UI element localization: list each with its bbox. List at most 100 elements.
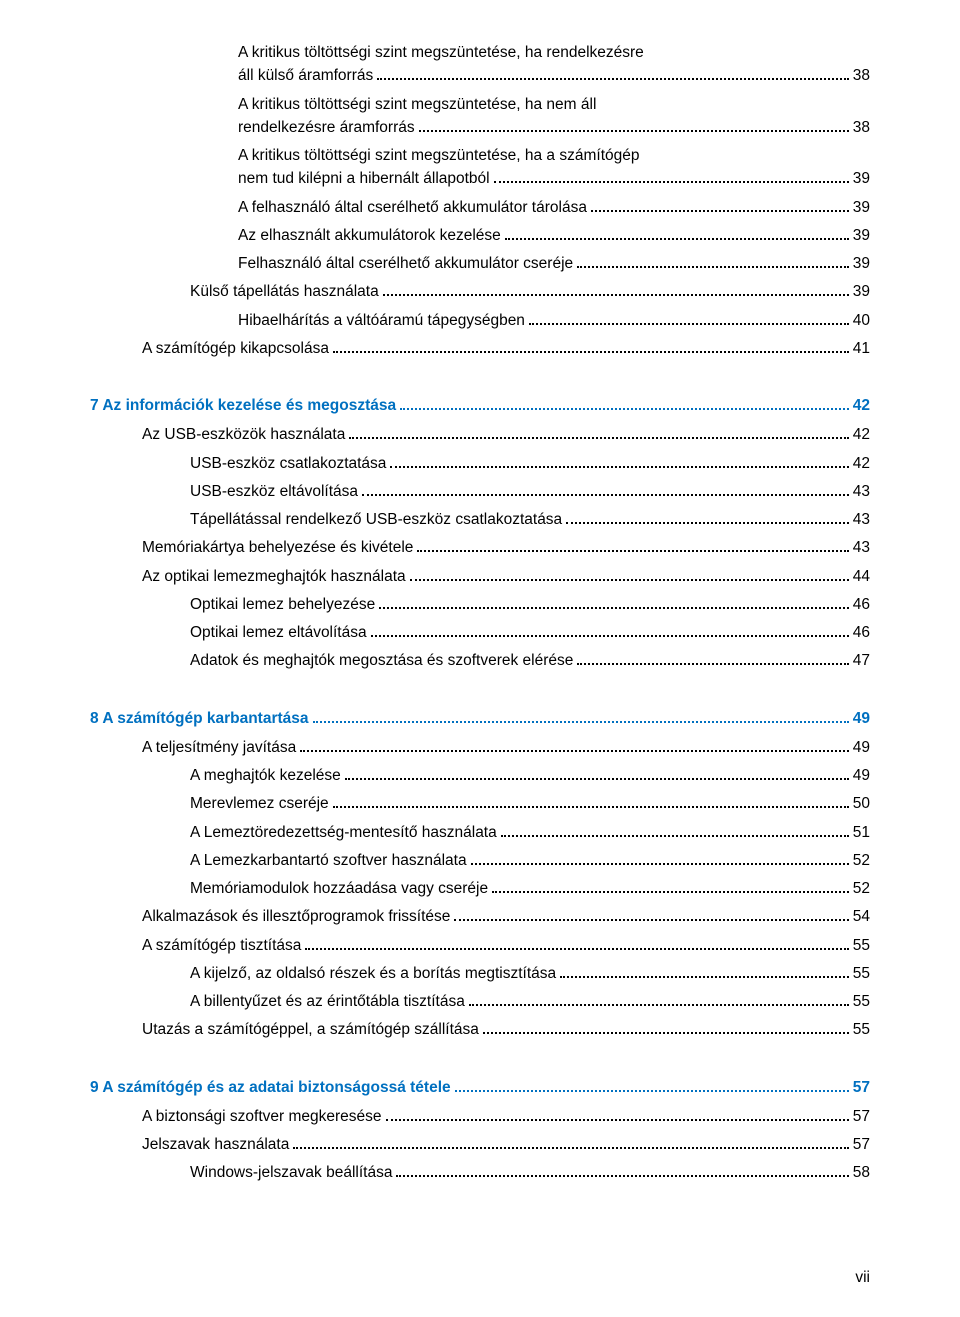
toc-entry-page: 57	[853, 1105, 870, 1128]
toc-entry[interactable]: A kritikus töltöttségi szint megszünteté…	[90, 93, 870, 140]
toc-leader-dots	[349, 437, 848, 439]
toc-entry-label: Memóriakártya behelyezése és kivétele	[142, 536, 413, 559]
toc-entry[interactable]: A teljesítmény javítása 49	[90, 736, 870, 759]
toc-entry-label: A számítógép tisztítása	[142, 934, 301, 957]
toc-entry[interactable]: Optikai lemez behelyezése46	[90, 593, 870, 616]
toc-entry-label: 7 Az információk kezelése és megosztása	[90, 394, 396, 417]
toc-entry-page: 39	[853, 252, 870, 275]
toc-entry-label: Windows-jelszavak beállítása	[190, 1161, 392, 1184]
toc-entry-page: 51	[853, 821, 870, 844]
toc-entry-page: 58	[853, 1161, 870, 1184]
toc-entry-label: Hibaelhárítás a váltóáramú tápegységben	[238, 309, 525, 332]
toc-entry-page: 41	[853, 337, 870, 360]
toc-leader-dots	[410, 579, 849, 581]
toc-entry[interactable]: A billentyűzet és az érintőtábla tisztít…	[90, 990, 870, 1013]
toc-entry-label: A meghajtók kezelése	[190, 764, 341, 787]
toc-heading[interactable]: 7 Az információk kezelése és megosztása4…	[90, 394, 870, 417]
toc-entry[interactable]: A kritikus töltöttségi szint megszünteté…	[90, 41, 870, 88]
toc-entry-label: Memóriamodulok hozzáadása vagy cseréje	[190, 877, 488, 900]
toc-entry[interactable]: A kritikus töltöttségi szint megszünteté…	[90, 144, 870, 191]
toc-entry[interactable]: A biztonsági szoftver megkeresése57	[90, 1105, 870, 1128]
toc-leader-dots	[591, 210, 849, 212]
toc-entry-label: A kritikus töltöttségi szint megszünteté…	[238, 93, 870, 140]
toc-entry[interactable]: Az USB-eszközök használata 42	[90, 423, 870, 446]
toc-entry[interactable]: Tápellátással rendelkező USB-eszköz csat…	[90, 508, 870, 531]
toc-entry-label: Merevlemez cseréje	[190, 792, 329, 815]
toc-entry[interactable]: Alkalmazások és illesztőprogramok frissí…	[90, 905, 870, 928]
toc-entry-page: 49	[853, 764, 870, 787]
toc-entry[interactable]: Windows-jelszavak beállítása 58	[90, 1161, 870, 1184]
toc-entry-page: 40	[853, 309, 870, 332]
toc-entry[interactable]: Memóriamodulok hozzáadása vagy cseréje52	[90, 877, 870, 900]
toc-entry[interactable]: Adatok és meghajtók megosztása és szoftv…	[90, 649, 870, 672]
toc-leader-dots	[469, 1004, 849, 1006]
toc-leader-dots	[345, 778, 849, 780]
toc-leader-dots	[313, 721, 849, 723]
toc-entry-page: 55	[853, 962, 870, 985]
toc-leader-dots	[379, 607, 849, 609]
toc-leader-dots	[386, 1119, 849, 1121]
toc-entry-page: 39	[853, 224, 870, 247]
toc-entry-page: 38	[853, 116, 870, 139]
toc-entry[interactable]: A számítógép kikapcsolása 41	[90, 337, 870, 360]
toc-entry[interactable]: Memóriakártya behelyezése és kivétele43	[90, 536, 870, 559]
toc-entry-label: Alkalmazások és illesztőprogramok frissí…	[142, 905, 450, 928]
toc-entry-page: 39	[853, 280, 870, 303]
toc-entry-label: A kijelző, az oldalsó részek és a borítá…	[190, 962, 556, 985]
toc-leader-dots	[390, 466, 848, 468]
toc-heading[interactable]: 8 A számítógép karbantartása 49	[90, 707, 870, 730]
toc-entry[interactable]: Optikai lemez eltávolítása46	[90, 621, 870, 644]
toc-entry[interactable]: Jelszavak használata57	[90, 1133, 870, 1156]
toc-entry-label: A számítógép kikapcsolása	[142, 337, 329, 360]
toc-entry-label: Az USB-eszközök használata	[142, 423, 345, 446]
toc-entry-label: Felhasználó által cserélhető akkumulátor…	[238, 252, 573, 275]
toc-entry-page: 50	[853, 792, 870, 815]
toc-entry-label: Az optikai lemezmeghajtók használata	[142, 565, 406, 588]
toc-entry-label: Külső tápellátás használata	[190, 280, 379, 303]
toc-entry[interactable]: Merevlemez cseréje 50	[90, 792, 870, 815]
toc-leader-dots	[362, 494, 849, 496]
toc-entry-page: 49	[853, 736, 870, 759]
toc-entry-page: 49	[853, 707, 870, 730]
toc-entry-page: 57	[853, 1076, 870, 1099]
toc-entry[interactable]: A Lemezkarbantartó szoftver használata52	[90, 849, 870, 872]
toc-entry-label: USB-eszköz csatlakoztatása	[190, 452, 386, 475]
toc-entry-label: A kritikus töltöttségi szint megszünteté…	[238, 144, 870, 191]
toc-entry[interactable]: A felhasználó által cserélhető akkumulát…	[90, 196, 870, 219]
toc-leader-dots	[383, 294, 849, 296]
toc-entry-page: 42	[853, 423, 870, 446]
toc-entry[interactable]: A meghajtók kezelése 49	[90, 764, 870, 787]
toc-entry-page: 55	[853, 1018, 870, 1041]
toc-entry[interactable]: USB-eszköz eltávolítása43	[90, 480, 870, 503]
toc-entry-page: 46	[853, 621, 870, 644]
toc-leader-dots	[454, 919, 848, 921]
toc-leader-dots	[419, 130, 849, 132]
toc-list: A kritikus töltöttségi szint megszünteté…	[90, 41, 870, 1185]
toc-entry[interactable]: Az elhasznált akkumulátorok kezelése39	[90, 224, 870, 247]
toc-entry[interactable]: Az optikai lemezmeghajtók használata44	[90, 565, 870, 588]
toc-entry-page: 39	[853, 167, 870, 190]
toc-entry[interactable]: Hibaelhárítás a váltóáramú tápegységben 4…	[90, 309, 870, 332]
toc-entry[interactable]: Felhasználó által cserélhető akkumulátor…	[90, 252, 870, 275]
toc-entry-page: 47	[853, 649, 870, 672]
toc-leader-dots	[529, 323, 849, 325]
toc-entry[interactable]: USB-eszköz csatlakoztatása 42	[90, 452, 870, 475]
toc-entry-page: 42	[853, 452, 870, 475]
toc-leader-dots	[300, 750, 849, 752]
toc-entry-label: Tápellátással rendelkező USB-eszköz csat…	[190, 508, 562, 531]
toc-entry[interactable]: Utazás a számítógéppel, a számítógép szá…	[90, 1018, 870, 1041]
toc-entry-label: 8 A számítógép karbantartása	[90, 707, 309, 730]
toc-heading[interactable]: 9 A számítógép és az adatai biztonságoss…	[90, 1076, 870, 1099]
toc-entry-page: 38	[853, 64, 870, 87]
toc-entry-label: Optikai lemez behelyezése	[190, 593, 375, 616]
toc-leader-dots	[400, 408, 849, 410]
toc-entry-label: A billentyűzet és az érintőtábla tisztít…	[190, 990, 465, 1013]
toc-entry[interactable]: A Lemeztöredezettség-mentesítő használat…	[90, 821, 870, 844]
toc-entry[interactable]: Külső tápellátás használata 39	[90, 280, 870, 303]
toc-leader-dots	[577, 266, 849, 268]
toc-entry-label: A Lemeztöredezettség-mentesítő használat…	[190, 821, 497, 844]
toc-leader-dots	[455, 1090, 849, 1092]
toc-entry-label: A teljesítmény javítása	[142, 736, 296, 759]
toc-entry[interactable]: A kijelző, az oldalsó részek és a borítá…	[90, 962, 870, 985]
toc-entry[interactable]: A számítógép tisztítása55	[90, 934, 870, 957]
